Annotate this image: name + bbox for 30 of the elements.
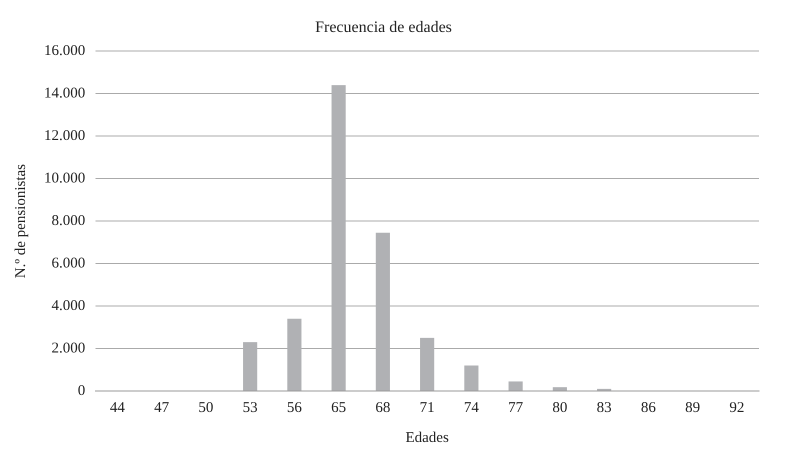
y-axis-title: N.º de pensionistas <box>12 164 29 278</box>
y-tick-label: 10.000 <box>44 170 86 187</box>
x-tick-label: 89 <box>685 400 700 416</box>
x-tick-label: 83 <box>596 400 612 416</box>
bar <box>552 387 567 390</box>
x-tick-label: 53 <box>242 400 258 416</box>
y-tick-label: 14.000 <box>44 86 86 102</box>
x-tick-label: 86 <box>640 400 656 416</box>
x-tick-label: 56 <box>286 400 302 416</box>
y-tick-label: 0 <box>78 382 86 399</box>
y-tick-label: 16.000 <box>44 43 86 60</box>
bar <box>464 366 478 390</box>
x-tick-label: 44 <box>110 400 126 416</box>
x-tick-label: 77 <box>508 400 524 416</box>
x-axis-title: Edades <box>405 430 449 446</box>
x-tick-label: 47 <box>154 400 170 416</box>
y-tick-label: 6.000 <box>52 256 86 272</box>
x-tick-label: 80 <box>552 400 568 416</box>
y-tick-label: 12.000 <box>44 128 86 144</box>
x-tick-label: 68 <box>375 400 390 416</box>
x-tick-label: 71 <box>420 400 435 416</box>
bar <box>508 381 523 390</box>
x-tick-label: 74 <box>464 400 480 416</box>
x-tick-label: 50 <box>198 400 214 416</box>
y-tick-label: 4.000 <box>52 298 86 314</box>
x-tick-label: 92 <box>729 400 744 416</box>
chart-title: Frecuencia de edades <box>315 18 452 36</box>
y-tick-label: 8.000 <box>52 213 86 230</box>
y-tick-label: 2.000 <box>52 340 86 356</box>
x-tick-label: 65 <box>331 400 346 416</box>
